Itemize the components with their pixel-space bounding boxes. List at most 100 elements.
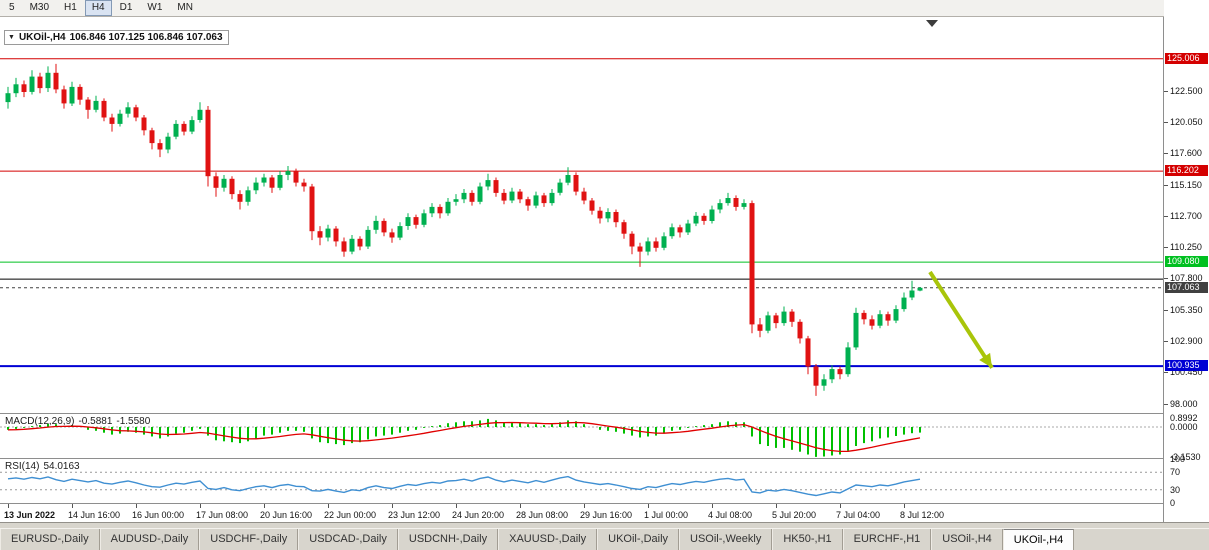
price-axis-tick: [1164, 340, 1168, 342]
macd-axis-label: 0.8992: [1170, 413, 1198, 424]
price-axis-label: 110.250: [1170, 242, 1202, 253]
time-axis-tick: [712, 504, 713, 508]
time-axis-tick: [200, 504, 201, 508]
time-axis-tick: [392, 504, 393, 508]
chart-symbol-title: UKOil-,H4: [18, 32, 66, 43]
timeframe-button-w1[interactable]: W1: [147, 2, 163, 13]
time-axis-tick: [264, 504, 265, 508]
chart-tab-eurusd-daily[interactable]: EURUSD-,Daily: [0, 529, 100, 550]
timeframe-button-d1[interactable]: D1: [119, 2, 133, 13]
time-axis-tick: [584, 504, 585, 508]
time-axis-label: 22 Jun 00:00: [324, 510, 377, 520]
time-axis-divider: [0, 503, 1209, 504]
timeframe-button-mn[interactable]: MN: [177, 2, 193, 13]
time-axis-tick: [136, 504, 137, 508]
time-axis-tick: [328, 504, 329, 508]
price-axis-tick: [1164, 278, 1168, 280]
price-axis-label: 117.600: [1170, 148, 1202, 159]
rsi-axis-label: 30: [1170, 484, 1181, 495]
price-axis-tick: [1164, 121, 1168, 123]
chart-tab-audusd-daily[interactable]: AUDUSD-,Daily: [99, 529, 200, 550]
price-axis-tick: [1164, 372, 1168, 374]
chart-dropdown-triangle-icon[interactable]: ▼: [8, 33, 15, 41]
trend-arrow-annotation[interactable]: [928, 270, 994, 369]
candlesticks: [5, 63, 923, 396]
rsi-panel-divider[interactable]: [0, 458, 1209, 459]
price-axis-label: 105.350: [1170, 304, 1203, 315]
price-axis-label: 107.800: [1170, 273, 1203, 284]
time-axis-label: 7 Jul 04:00: [836, 510, 881, 520]
main-price-chart[interactable]: [0, 17, 1163, 413]
chart-shift-marker-icon[interactable]: [926, 20, 938, 27]
time-axis-tick: [8, 504, 9, 508]
chart-tab-usdchf-daily[interactable]: USDCHF-,Daily: [199, 529, 299, 550]
time-axis-label: 1 Jul 00:00: [644, 510, 689, 520]
chart-tabs-bar: EURUSD-,Daily AUDUSD-,Daily USDCHF-,Daily U…: [0, 528, 1209, 550]
time-axis-label: 5 Jul 20:00: [772, 510, 817, 520]
time-axis-label: 24 Jun 20:00: [452, 510, 505, 520]
price-axis-label: 102.900: [1170, 335, 1203, 346]
price-axis-label: 100.450: [1170, 367, 1203, 378]
chart-tab-usoil-h4[interactable]: USOil-,H4: [931, 529, 1003, 550]
rsi-value: 54.0163: [43, 461, 80, 472]
price-axis-label: 115.150: [1170, 179, 1202, 190]
chart-tab-ukoil-h4[interactable]: UKOil-,H4: [1002, 529, 1075, 550]
price-axis-label: 112.700: [1170, 210, 1202, 221]
rsi-axis-label: 0: [1170, 498, 1176, 508]
trend-arrow-head-icon[interactable]: [979, 352, 992, 368]
time-axis-label: 28 Jun 08:00: [516, 510, 569, 520]
level-lines: [0, 58, 1163, 368]
price-axis[interactable]: 122.500 120.050 117.600 115.150 112.700 110.2…: [1164, 0, 1209, 522]
chart-tab-eurchf-h1[interactable]: EURCHF-,H1: [842, 529, 932, 550]
time-axis-label: 20 Jun 16:00: [260, 510, 313, 520]
timeframe-toolbar: 5 M30 H1 H4 D1 W1 MN: [0, 0, 1209, 17]
price-level-badge: 109.080: [1165, 256, 1208, 268]
time-axis-label: 16 Jun 00:00: [132, 510, 185, 520]
tabbar-spacer: [0, 522, 1209, 528]
macd-signal-value: -1.5580: [116, 416, 151, 427]
price-level-badge: 125.006: [1165, 52, 1208, 64]
time-axis[interactable]: 13 Jun 2022 14 Jun 16:00 16 Jun 00:00 17 Ju…: [0, 504, 1163, 522]
rsi-axis-label: 70: [1170, 467, 1181, 478]
price-axis-tick: [1164, 153, 1168, 155]
time-axis-label: 13 Jun 2022: [4, 510, 56, 520]
macd-axis-label: -3.1530: [1170, 451, 1201, 462]
time-axis-tick: [840, 504, 841, 508]
rsi-indicator-panel[interactable]: [0, 459, 1163, 503]
chart-tab-xauusd-daily[interactable]: XAUUSD-,Daily: [498, 529, 598, 550]
timeframe-button-m30[interactable]: M30: [29, 2, 50, 13]
timeframe-button-h4[interactable]: H4: [84, 0, 112, 16]
price-axis-tick: [1164, 309, 1168, 311]
time-axis-label: 4 Jul 08:00: [708, 510, 753, 520]
time-axis-tick: [904, 504, 905, 508]
macd-indicator-label: MACD(12,26,9) -0.5881 -1.5580: [5, 416, 154, 427]
rsi-axis-label: 100: [1170, 454, 1186, 464]
price-level-badge: 107.063: [1165, 281, 1208, 293]
price-axis-tick: [1164, 247, 1168, 249]
time-axis-tick: [72, 504, 73, 508]
chart-tab-ukoil-daily[interactable]: UKOil-,Daily: [597, 529, 680, 550]
time-axis-label: 8 Jul 12:00: [900, 510, 945, 520]
time-axis-label: 23 Jun 12:00: [388, 510, 441, 520]
macd-indicator-panel[interactable]: [0, 414, 1163, 458]
timeframe-button-5[interactable]: 5: [9, 2, 15, 13]
macd-name: MACD(12,26,9): [5, 416, 75, 427]
price-axis-label: 98.000: [1170, 398, 1198, 409]
chart-tab-hk50-h1[interactable]: HK50-,H1: [772, 529, 843, 550]
rsi-name: RSI(14): [5, 461, 40, 472]
chart-title-box: ▼ UKOil-,H4 106.846 107.125 106.846 107.…: [4, 30, 229, 45]
macd-axis-label: 0.0000: [1170, 422, 1198, 432]
time-axis-tick: [520, 504, 521, 508]
macd-panel-divider[interactable]: [0, 413, 1209, 414]
price-axis-label: 122.500: [1170, 85, 1203, 96]
price-level-badge: 100.935: [1165, 360, 1208, 372]
timeframe-button-h1[interactable]: H1: [64, 2, 77, 13]
time-axis-label: 29 Jun 16:00: [580, 510, 633, 520]
chart-tab-usdcad-daily[interactable]: USDCAD-,Daily: [298, 529, 398, 550]
price-axis-tick: [1164, 184, 1168, 186]
chart-tab-usdcnh-daily[interactable]: USDCNH-,Daily: [397, 529, 499, 550]
price-level-badge: 116.202: [1165, 165, 1208, 177]
chart-tab-usoil-weekly[interactable]: USOil-,Weekly: [679, 529, 773, 550]
price-axis-tick: [1164, 215, 1168, 217]
